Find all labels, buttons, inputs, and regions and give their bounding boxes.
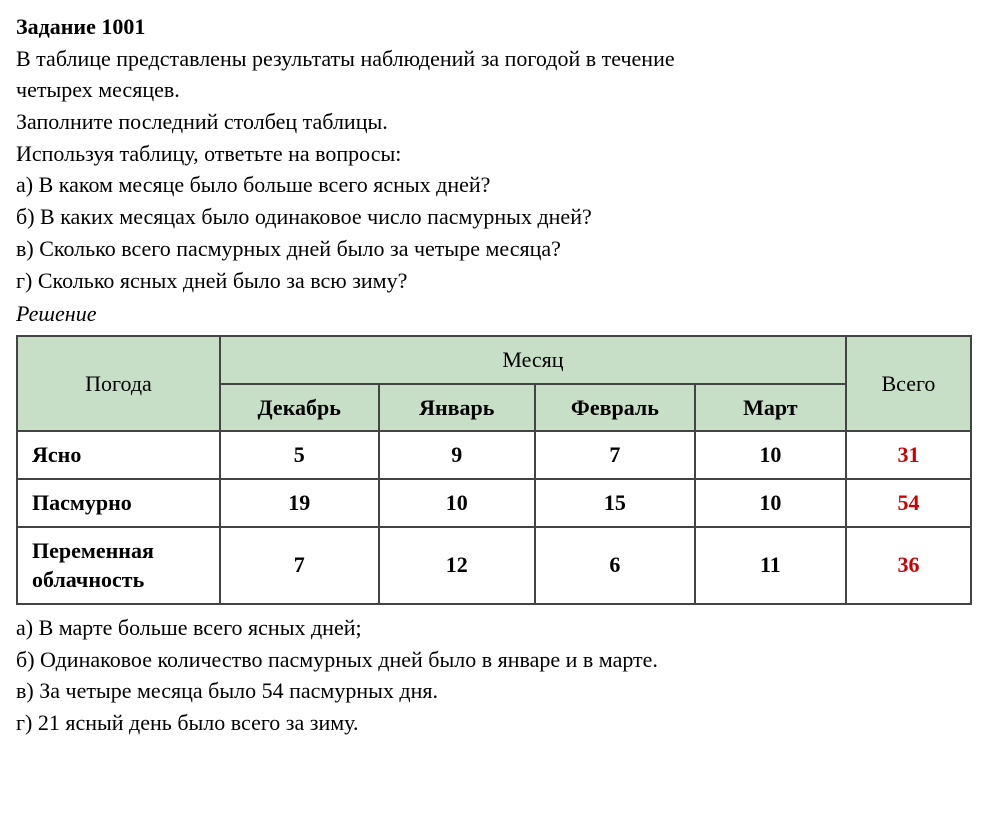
intro-line-3: Заполните последний столбец таблицы. (16, 107, 972, 137)
cell-variable-dec: 7 (220, 527, 379, 604)
header-total: Всего (846, 336, 971, 431)
cell-overcast-mar: 10 (695, 479, 846, 527)
intro-line-1: В таблице представлены результаты наблюд… (16, 44, 972, 74)
question-d: г) Сколько ясных дней было за всю зиму? (16, 266, 972, 296)
header-mar: Март (695, 384, 846, 432)
row-label-overcast: Пасмурно (17, 479, 220, 527)
table-row: Ясно 5 9 7 10 31 (17, 431, 971, 479)
question-a: а) В каком месяце было больше всего ясны… (16, 170, 972, 200)
cell-clear-jan: 9 (379, 431, 536, 479)
cell-variable-total: 36 (846, 527, 971, 604)
task-title: Задание 1001 (16, 12, 972, 42)
intro-line-4: Используя таблицу, ответьте на вопросы: (16, 139, 972, 169)
header-pogoda: Погода (17, 336, 220, 431)
weather-table: Погода Месяц Всего Декабрь Январь Феврал… (16, 335, 972, 605)
solution-label: Решение (16, 299, 972, 329)
answer-b: б) Одинаковое количество пасмурных дней … (16, 645, 972, 675)
cell-overcast-total: 54 (846, 479, 971, 527)
row-label-clear: Ясно (17, 431, 220, 479)
header-month-group: Месяц (220, 336, 846, 384)
table-row: Переменная облачность 7 12 6 11 36 (17, 527, 971, 604)
cell-overcast-dec: 19 (220, 479, 379, 527)
answer-block: а) В марте больше всего ясных дней; б) О… (16, 613, 972, 738)
answer-d: г) 21 ясный день было всего за зиму. (16, 708, 972, 738)
answer-a: а) В марте больше всего ясных дней; (16, 613, 972, 643)
cell-variable-feb: 6 (535, 527, 695, 604)
question-b: б) В каких месяцах было одинаковое число… (16, 202, 972, 232)
table-header-row-1: Погода Месяц Всего (17, 336, 971, 384)
intro-line-2: четырех месяцев. (16, 75, 972, 105)
header-dec: Декабрь (220, 384, 379, 432)
cell-overcast-jan: 10 (379, 479, 536, 527)
header-feb: Февраль (535, 384, 695, 432)
cell-clear-dec: 5 (220, 431, 379, 479)
cell-variable-jan: 12 (379, 527, 536, 604)
row-label-variable: Переменная облачность (17, 527, 220, 604)
cell-overcast-feb: 15 (535, 479, 695, 527)
cell-clear-total: 31 (846, 431, 971, 479)
question-c: в) Сколько всего пасмурных дней было за … (16, 234, 972, 264)
cell-variable-mar: 11 (695, 527, 846, 604)
header-jan: Январь (379, 384, 536, 432)
cell-clear-feb: 7 (535, 431, 695, 479)
cell-clear-mar: 10 (695, 431, 846, 479)
table-row: Пасмурно 19 10 15 10 54 (17, 479, 971, 527)
answer-c: в) За четыре месяца было 54 пасмурных дн… (16, 676, 972, 706)
